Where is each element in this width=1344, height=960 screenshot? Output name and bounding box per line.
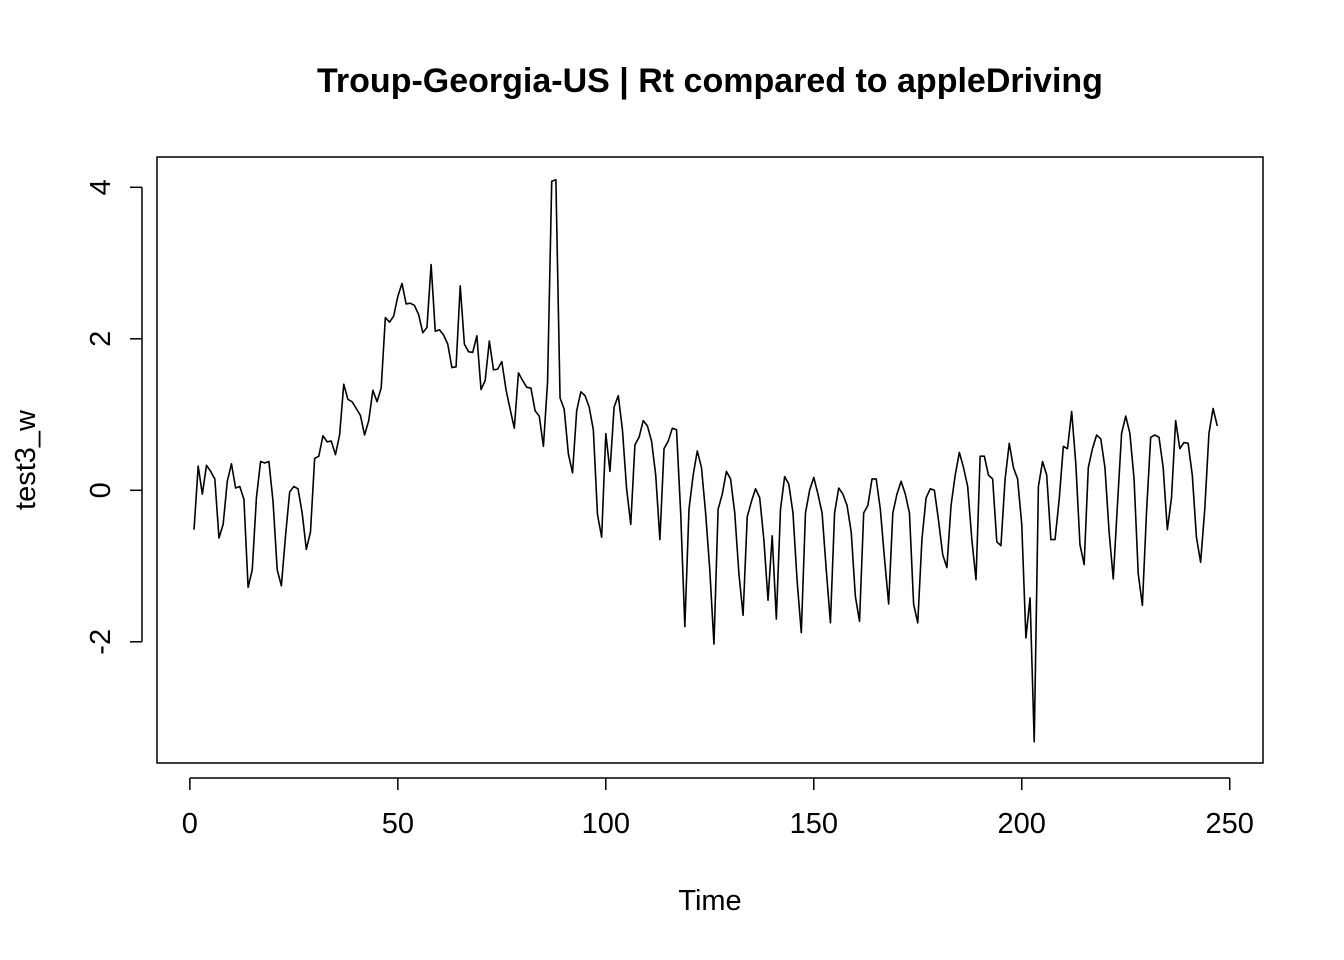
x-tick-label: 200: [998, 808, 1046, 840]
x-tick-label: 50: [382, 808, 414, 840]
data-points: [193, 179, 1217, 742]
series-line: [193, 178, 1219, 743]
x-tick-label: 0: [182, 808, 198, 840]
y-tick-label: 0: [85, 482, 117, 498]
y-axis: -2 0 2 4: [85, 179, 143, 655]
x-tick-label: 100: [582, 808, 630, 840]
x-tick-label: 250: [1206, 808, 1254, 840]
y-axis-label: test3_w: [10, 409, 42, 510]
y-tick-label: -2: [85, 629, 117, 655]
y-tick-label: 2: [85, 331, 117, 347]
x-axis: 0 50 100 150 200 250: [182, 777, 1254, 840]
chart-title: Troup-Georgia-US | Rt compared to appleD…: [317, 62, 1103, 100]
y-tick-label: 4: [85, 179, 117, 195]
x-axis-label: Time: [678, 885, 741, 917]
plot-frame: [156, 156, 1264, 764]
x-tick-label: 150: [790, 808, 838, 840]
